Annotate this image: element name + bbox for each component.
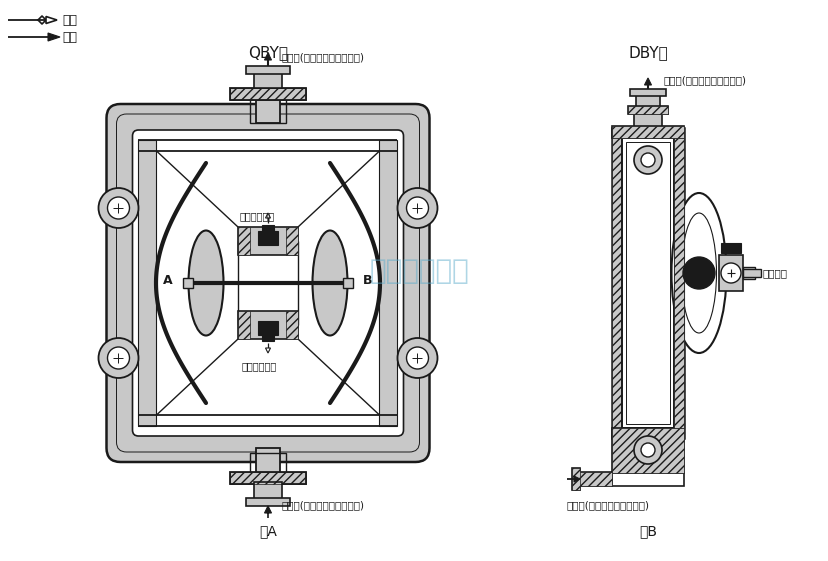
Circle shape (99, 338, 138, 378)
Text: 泵进口(蜗纹联接或法兰联接): 泵进口(蜗纹联接或法兰联接) (282, 500, 364, 510)
Bar (621, 138, 673, 428)
Bar (611, 428, 683, 473)
Bar (286, 311, 297, 339)
Text: 泵进口(蜗纹联接或法兰联接): 泵进口(蜗纹联接或法兰联接) (566, 500, 649, 510)
Bar (576, 472, 611, 486)
Polygon shape (48, 33, 60, 41)
Polygon shape (264, 53, 272, 60)
Bar (629, 89, 665, 96)
Circle shape (406, 347, 428, 369)
Bar (611, 128, 683, 438)
Bar (246, 498, 290, 506)
Bar (183, 278, 193, 288)
Bar (628, 106, 667, 114)
Bar (718, 255, 742, 291)
Text: 泵出口(蜗纹联接或法兰联接): 泵出口(蜗纹联接或法兰联接) (663, 75, 746, 85)
Bar (238, 227, 250, 255)
Bar (229, 88, 306, 100)
Circle shape (99, 188, 138, 228)
Bar (258, 321, 277, 335)
Bar (628, 106, 667, 114)
Text: 压缩空气出口: 压缩空气出口 (240, 211, 275, 221)
Bar (742, 269, 760, 277)
Text: B: B (363, 274, 372, 287)
Bar (571, 468, 580, 490)
Bar (262, 335, 274, 341)
Text: 连杆机构: 连杆机构 (762, 268, 787, 278)
Bar (571, 468, 580, 490)
Bar (229, 472, 306, 484)
Circle shape (640, 443, 654, 457)
Circle shape (682, 257, 714, 289)
Bar (250, 98, 286, 123)
Bar (253, 70, 282, 88)
Bar (611, 428, 683, 473)
Text: A: A (163, 274, 173, 287)
Circle shape (406, 197, 428, 219)
Text: 泵出口(蜗纹联接或法兰联接): 泵出口(蜗纹联接或法兰联接) (282, 52, 364, 62)
FancyBboxPatch shape (132, 130, 403, 436)
FancyBboxPatch shape (106, 104, 429, 462)
Bar (633, 112, 662, 126)
Polygon shape (264, 506, 272, 513)
Bar (720, 243, 740, 253)
Circle shape (720, 263, 740, 283)
Polygon shape (573, 476, 580, 482)
Text: 液流: 液流 (62, 30, 77, 44)
Bar (250, 453, 286, 473)
Bar (229, 472, 306, 484)
Polygon shape (265, 348, 270, 353)
Bar (343, 278, 353, 288)
Bar (611, 128, 621, 438)
Polygon shape (265, 213, 270, 218)
Bar (611, 472, 683, 486)
Bar (286, 227, 297, 255)
Circle shape (108, 347, 129, 369)
Bar (138, 140, 156, 426)
Circle shape (397, 188, 437, 228)
Text: 图B: 图B (638, 524, 657, 538)
Bar (379, 140, 397, 426)
Circle shape (633, 146, 662, 174)
Bar (238, 227, 297, 255)
Ellipse shape (671, 193, 725, 353)
Bar (253, 482, 282, 500)
Text: QBY型: QBY型 (248, 45, 287, 61)
Circle shape (108, 197, 129, 219)
Bar (246, 66, 290, 74)
Circle shape (397, 338, 437, 378)
Text: 压缩空气进口: 压缩空气进口 (242, 361, 277, 371)
Bar (238, 311, 297, 339)
Bar (238, 311, 250, 339)
Bar (256, 93, 280, 123)
Bar (673, 138, 683, 428)
Polygon shape (46, 16, 57, 24)
Circle shape (640, 153, 654, 167)
Bar (256, 448, 280, 473)
Bar (673, 128, 683, 438)
Bar (611, 126, 683, 138)
Bar (625, 142, 669, 424)
Polygon shape (643, 78, 651, 85)
Text: 永嘉龙洋泵阀: 永嘉龙洋泵阀 (369, 257, 469, 285)
Bar (262, 225, 274, 231)
Bar (635, 94, 659, 106)
Text: 永嘉龙洋泵阀: 永嘉龙洋泵阀 (369, 257, 469, 285)
Circle shape (633, 436, 662, 464)
Bar (576, 472, 611, 486)
Text: DBY型: DBY型 (628, 45, 667, 61)
Ellipse shape (312, 231, 347, 335)
Bar (673, 138, 683, 428)
Bar (611, 126, 683, 138)
Text: 气流: 气流 (62, 13, 77, 26)
Bar (229, 88, 306, 100)
Ellipse shape (188, 231, 224, 335)
Bar (258, 231, 277, 245)
Bar (742, 267, 754, 279)
Text: 图A: 图A (258, 524, 277, 538)
